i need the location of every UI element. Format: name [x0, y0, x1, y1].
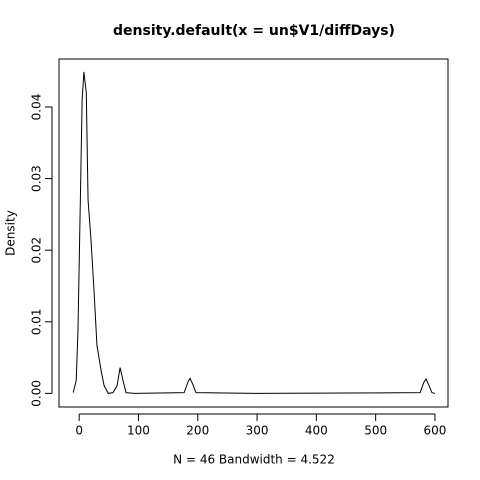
y-tick-label: 0.03: [30, 165, 44, 192]
y-axis-label: Density: [4, 210, 18, 256]
y-tick-label: 0.01: [30, 308, 44, 335]
y-tick-label: 0.02: [30, 237, 44, 264]
x-tick-label: 500: [364, 424, 387, 438]
plot-frame: [58, 58, 449, 408]
x-tick-label: 400: [305, 424, 328, 438]
y-tick-label: 0.00: [30, 380, 44, 407]
x-tick-label: 100: [127, 424, 150, 438]
density-line: [72, 71, 436, 394]
x-tick-label: 0: [75, 424, 83, 438]
chart-title: density.default(x = un$V1/diffDays): [113, 23, 395, 39]
x-tick-label: 600: [424, 424, 447, 438]
x-tick-label: 200: [186, 424, 209, 438]
y-tick-label: 0.04: [30, 94, 44, 121]
x-tick-label: 300: [246, 424, 269, 438]
x-axis-label: N = 46 Bandwidth = 4.522: [173, 453, 335, 467]
